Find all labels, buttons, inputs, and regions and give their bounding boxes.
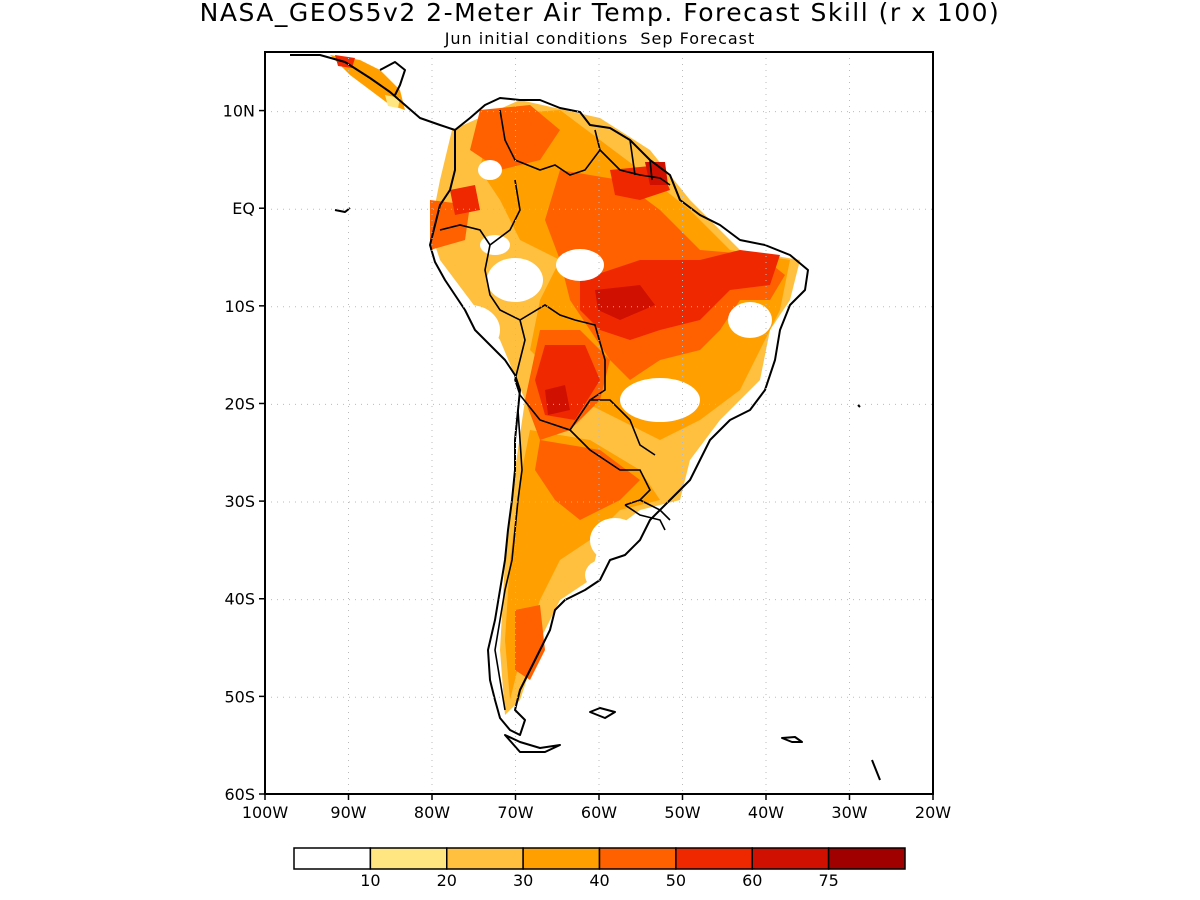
map-area	[265, 52, 933, 794]
colorbar-label: 50	[666, 871, 686, 890]
colorbar-swatch	[598, 847, 677, 870]
lat-tick-label: 10S	[224, 297, 255, 316]
colorbar-label: 10	[360, 871, 380, 890]
colorbar-label: 60	[742, 871, 762, 890]
border-guianas	[599, 139, 671, 186]
skill-region-darkorange-patagonia	[515, 605, 545, 680]
skill-region-darkred-chaco	[545, 385, 570, 415]
sandwich-islands	[871, 759, 881, 781]
skill-field	[330, 55, 800, 715]
border-chile-argentina	[494, 409, 523, 711]
lat-tick-label: 40S	[224, 590, 255, 609]
skill-region-red-colombia	[450, 185, 480, 215]
lon-tick-label: 20W	[915, 803, 951, 822]
skill-region-red-central-brazil	[580, 250, 780, 340]
border-ecuador-peru	[439, 224, 491, 246]
colorbar-swatch	[827, 847, 906, 870]
lon-tick-label: 30W	[831, 803, 867, 822]
border-bolivia-paraguay	[519, 394, 656, 456]
map-title: NASA_GEOS5v2 2-Meter Air Temp. Forecast …	[199, 0, 1001, 27]
colorbar-label: 75	[818, 871, 838, 890]
lon-tick-label: 60W	[581, 803, 617, 822]
skill-region-darkorange-argentina	[535, 440, 640, 520]
colorbar: 10 20 30 40 50 60 75	[293, 847, 906, 890]
colorbar-swatch	[751, 847, 830, 870]
colorbar-swatch	[675, 847, 753, 870]
lon-tick-label: 90W	[330, 803, 366, 822]
latitude-axis: 10N EQ 10S 20S 30S 40S 50S 60S	[223, 102, 265, 804]
skill-region-darkorange-colombia	[470, 105, 560, 170]
colorbar-label: 20	[437, 871, 457, 890]
low-skill-regions	[440, 160, 772, 591]
colorbar-label: 30	[513, 871, 533, 890]
lon-tick-label: 80W	[414, 803, 450, 822]
colorbar-label: 40	[589, 871, 609, 890]
tierra-del-fuego-coastline	[504, 734, 561, 753]
border-peru-bolivia	[514, 319, 526, 396]
galapagos-islands	[334, 207, 351, 213]
lat-tick-label: 10N	[223, 102, 255, 121]
lat-tick-label: 30S	[224, 492, 255, 511]
colorbar-swatch	[446, 847, 524, 870]
colorbar-swatch	[293, 847, 372, 870]
central-america-coastline	[290, 54, 456, 131]
colorbar-swatch	[522, 847, 601, 870]
falkland-islands	[589, 707, 616, 719]
colorbar-swatch	[369, 847, 448, 870]
longitude-axis: 100W 90W 80W 70W 60W 50W 40W 30W 20W	[242, 794, 951, 822]
fernando-de-noronha	[857, 404, 861, 408]
lon-tick-label: 70W	[497, 803, 533, 822]
lat-tick-label: 20S	[224, 394, 255, 413]
graticule	[265, 52, 933, 794]
lon-tick-label: 100W	[242, 803, 289, 822]
lat-tick-label: 60S	[224, 785, 255, 804]
lon-tick-label: 40W	[748, 803, 784, 822]
border-uruguay	[624, 499, 671, 531]
south-georgia	[781, 736, 803, 743]
lon-tick-label: 50W	[664, 803, 700, 822]
lat-tick-label: EQ	[232, 199, 255, 218]
lat-tick-label: 50S	[224, 687, 255, 706]
map-subtitle: Jun initial conditions Sep Forecast	[444, 29, 756, 48]
border-colombia-venezuela	[499, 109, 601, 176]
skill-region-darkred-mato-grosso	[595, 285, 655, 320]
national-borders	[439, 109, 671, 711]
